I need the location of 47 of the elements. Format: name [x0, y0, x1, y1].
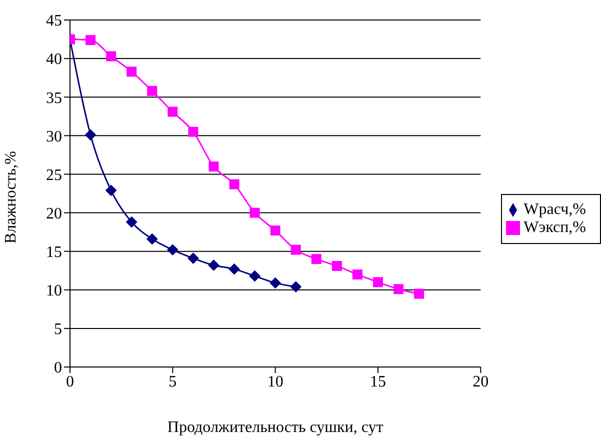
point	[188, 126, 198, 137]
x-tick-label: 15	[370, 373, 386, 390]
point	[106, 51, 116, 62]
x-tick-label: 0	[66, 373, 74, 390]
point	[270, 277, 281, 288]
point	[228, 264, 240, 275]
point	[372, 277, 383, 288]
point	[394, 284, 404, 294]
point	[270, 226, 280, 236]
y-tick-label: 40	[46, 51, 62, 68]
x-axis-title: Продолжительность сушки, сут	[167, 419, 384, 436]
point	[146, 233, 158, 244]
y-axis-title: Влажность,%	[2, 151, 20, 244]
point	[106, 184, 117, 196]
point	[208, 260, 220, 271]
point	[332, 260, 342, 271]
point	[126, 66, 137, 77]
y-tick-label: 20	[46, 205, 62, 222]
y-tick-label: 15	[46, 244, 62, 262]
point	[352, 269, 362, 280]
y-tick-label: 25	[46, 166, 62, 184]
point	[311, 254, 322, 264]
point	[85, 129, 96, 140]
y-tick-label: 0	[54, 360, 62, 377]
point	[290, 244, 301, 255]
x-tick-label: 10	[267, 373, 284, 390]
y-tick-label: 10	[46, 282, 62, 300]
point	[290, 281, 302, 292]
point	[249, 270, 260, 282]
point	[229, 179, 240, 190]
y-tick-label: 35	[46, 90, 62, 107]
point	[147, 86, 158, 96]
legend-label: Wрасч,%	[524, 200, 586, 218]
point	[188, 252, 199, 264]
point	[168, 106, 178, 117]
legend-label: Wэксп,%	[524, 218, 586, 236]
y-tick-label: 5	[54, 321, 62, 338]
x-tick-label: 5	[168, 373, 177, 390]
point	[126, 216, 138, 228]
point	[208, 162, 219, 172]
point	[86, 35, 96, 46]
y-tick-label: 30	[46, 128, 62, 146]
point	[414, 288, 424, 299]
point	[167, 244, 178, 256]
point	[250, 208, 260, 218]
x-tick-label: 20	[472, 373, 489, 390]
y-tick-label: 45	[46, 12, 62, 30]
